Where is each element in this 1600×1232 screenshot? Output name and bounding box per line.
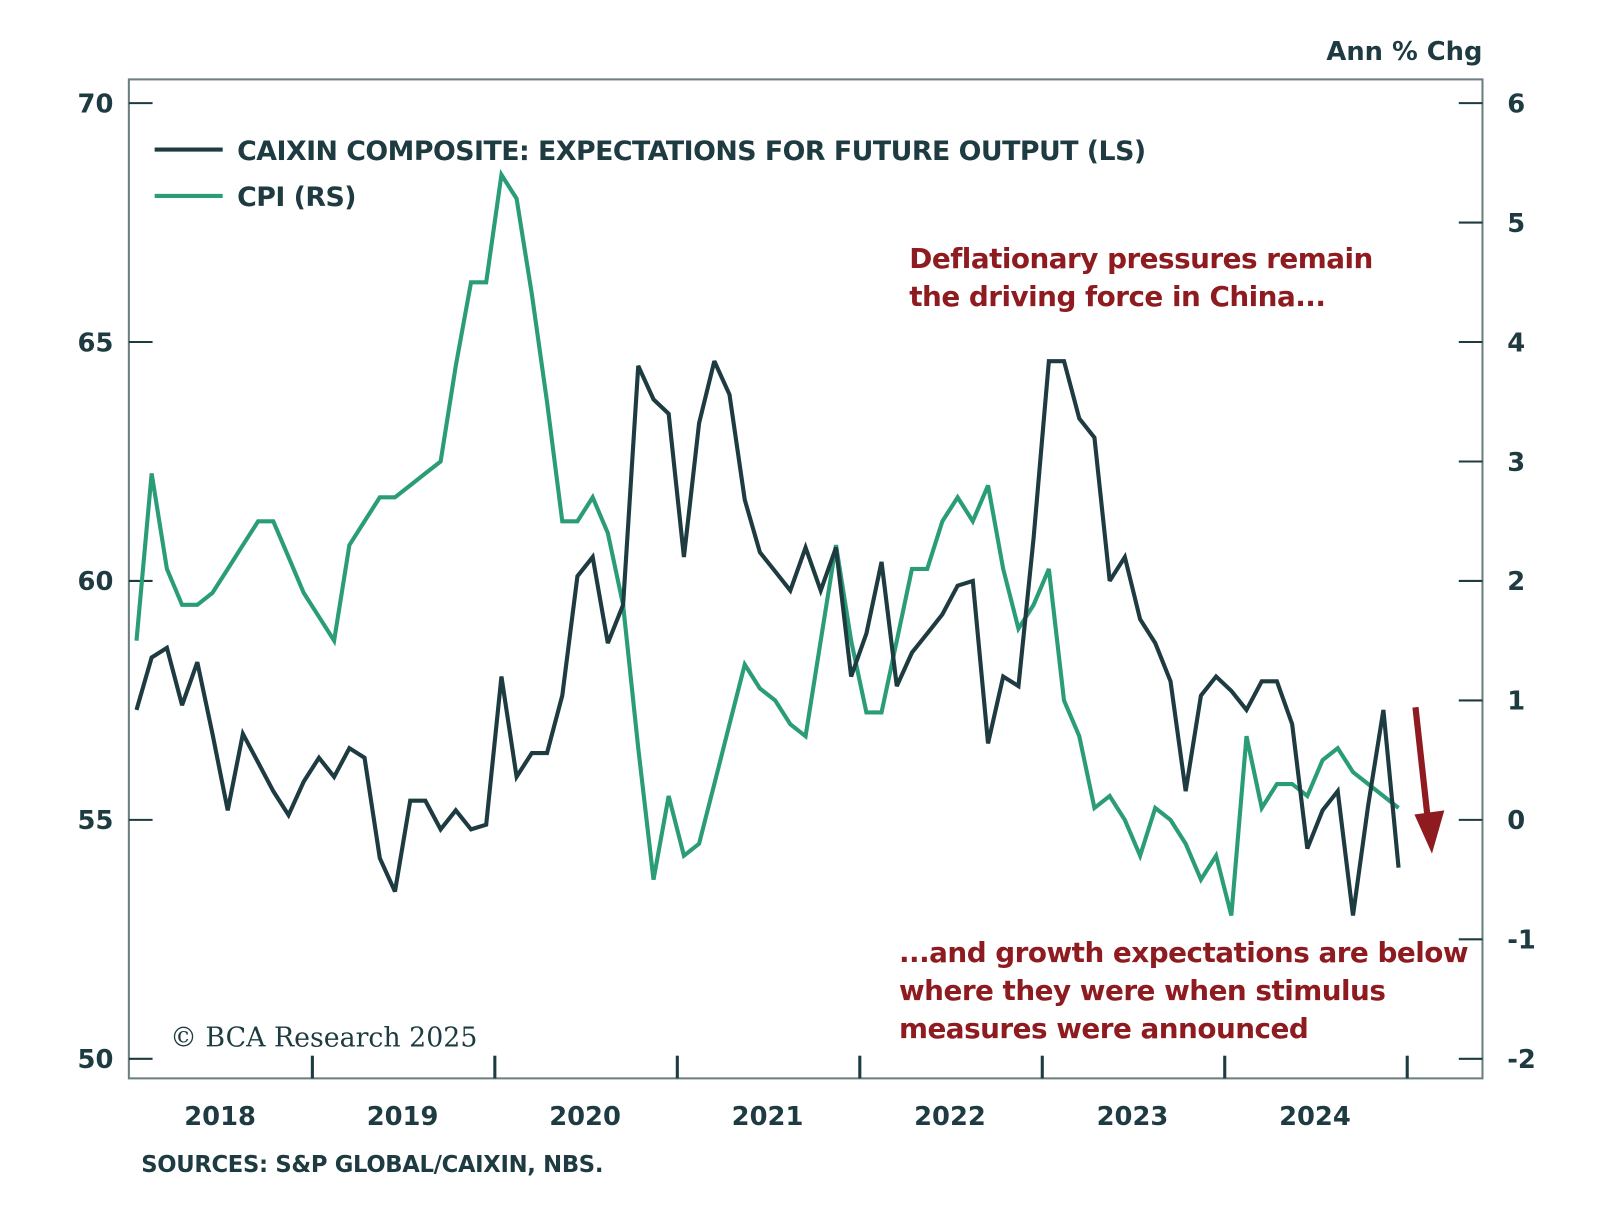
left-axis-tick-label: 55 xyxy=(78,806,114,836)
sources-note: SOURCES: S&P GLOBAL/CAIXIN, NBS. xyxy=(141,1152,603,1178)
right-axis-tick-label: 3 xyxy=(1507,448,1525,478)
right-axis-tick-label: 5 xyxy=(1507,209,1525,239)
x-axis-tick-label: 2023 xyxy=(1097,1102,1169,1132)
legend-label-cpi: CPI (RS) xyxy=(237,182,356,213)
right-axis-tick-label: 6 xyxy=(1507,89,1525,119)
down-arrow-icon xyxy=(1412,706,1445,854)
annotation-bottom-line-1: ...and growth expectations are below xyxy=(899,936,1468,969)
right-axis-tick-label: 2 xyxy=(1507,567,1525,597)
right-axis-tick-label: 1 xyxy=(1507,687,1525,717)
left-axis-tick-label: 50 xyxy=(78,1045,114,1075)
annotation-top-line-1: Deflationary pressures remain xyxy=(909,242,1373,275)
right-axis-tick-label: -2 xyxy=(1507,1045,1536,1075)
x-axis-tick-label: 2024 xyxy=(1279,1102,1351,1132)
x-axis-tick-label: 2021 xyxy=(732,1102,804,1132)
cpi-line xyxy=(134,168,1400,916)
left-axis-tick-label: 60 xyxy=(78,567,114,597)
x-axis-tick-label: 2020 xyxy=(549,1102,621,1132)
annotation-bottom-line-3: measures were announced xyxy=(899,1012,1308,1045)
plot-frame xyxy=(127,78,1484,1080)
left-axis-tick-label: 65 xyxy=(78,328,114,358)
annotation-bottom-line-2: where they were when stimulus xyxy=(899,974,1385,1007)
x-axis-tick-label: 2018 xyxy=(184,1102,256,1132)
x-axis-tick-label: 2019 xyxy=(367,1102,439,1132)
annotation-top-line-2: the driving force in China... xyxy=(909,280,1325,313)
x-axis-tick-label: 2022 xyxy=(914,1102,986,1132)
left-axis-tick-label: 70 xyxy=(78,89,114,119)
legend-label-caixin: CAIXIN COMPOSITE: EXPECTATIONS FOR FUTUR… xyxy=(237,136,1146,167)
right-axis-tick-label: 4 xyxy=(1507,328,1525,358)
caixin-expectations-line xyxy=(134,359,1401,916)
right-axis-label: Ann % Chg xyxy=(1326,37,1482,67)
right-axis-tick-label: 0 xyxy=(1507,806,1525,836)
copyright-watermark: © BCA Research 2025 xyxy=(170,1022,477,1053)
right-axis-tick-label: -1 xyxy=(1507,926,1536,956)
